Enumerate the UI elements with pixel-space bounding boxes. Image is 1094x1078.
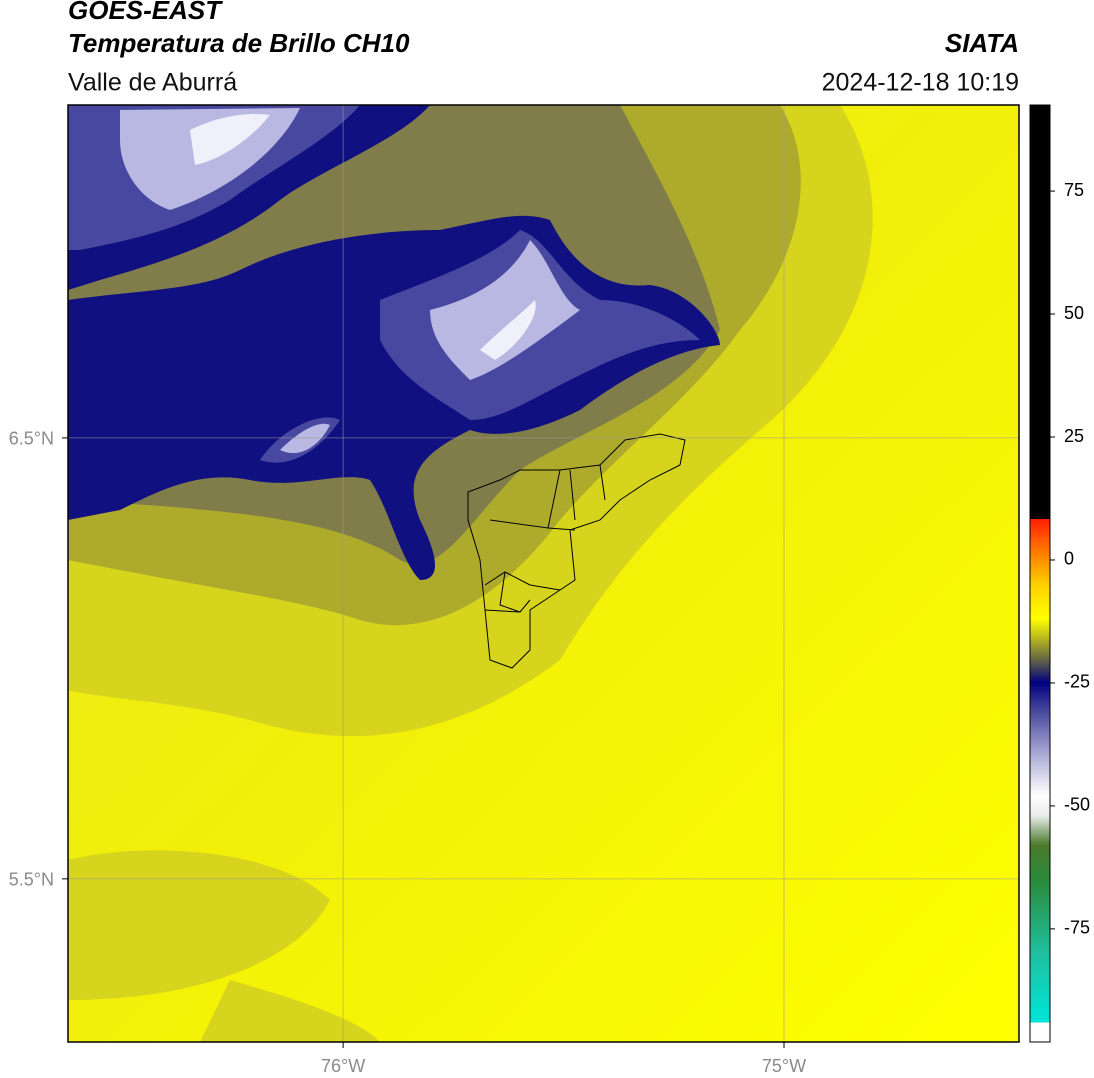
colorbar-tick-label: 50 bbox=[1064, 303, 1084, 323]
grid bbox=[68, 105, 1019, 1042]
map-frame bbox=[67, 104, 1020, 1043]
source: SIATA bbox=[945, 28, 1019, 58]
cloud-layer bbox=[68, 850, 380, 1042]
colorbar-tick-label: 25 bbox=[1064, 426, 1084, 446]
colorbar-tick-label: -25 bbox=[1064, 672, 1090, 692]
subtitle: Temperatura de Brillo CH10 bbox=[68, 28, 410, 58]
colorbar-tick-label: -50 bbox=[1064, 795, 1090, 815]
colorbar-tick-label: 0 bbox=[1064, 549, 1074, 569]
colorbar-tick-label: -75 bbox=[1064, 918, 1090, 938]
y-tick-label: 6.5°N bbox=[9, 429, 54, 449]
cloud-layer bbox=[120, 108, 580, 454]
municipal-boundaries bbox=[467, 433, 686, 669]
y-tick-label: 5.5°N bbox=[9, 870, 54, 890]
colorbar bbox=[1029, 104, 1051, 1043]
cloud-layer bbox=[68, 105, 700, 463]
satellite-field bbox=[68, 105, 1019, 1042]
title: GOES-EAST bbox=[68, 0, 223, 25]
region: Valle de Aburrá bbox=[68, 69, 237, 97]
colorbar-tick-label: 75 bbox=[1064, 180, 1084, 200]
datetime: 2024-12-18 10:19 bbox=[822, 69, 1019, 97]
x-tick-label: 76°W bbox=[321, 1056, 365, 1076]
cloud-layer bbox=[190, 113, 536, 360]
x-tick-label: 75°W bbox=[762, 1056, 806, 1076]
